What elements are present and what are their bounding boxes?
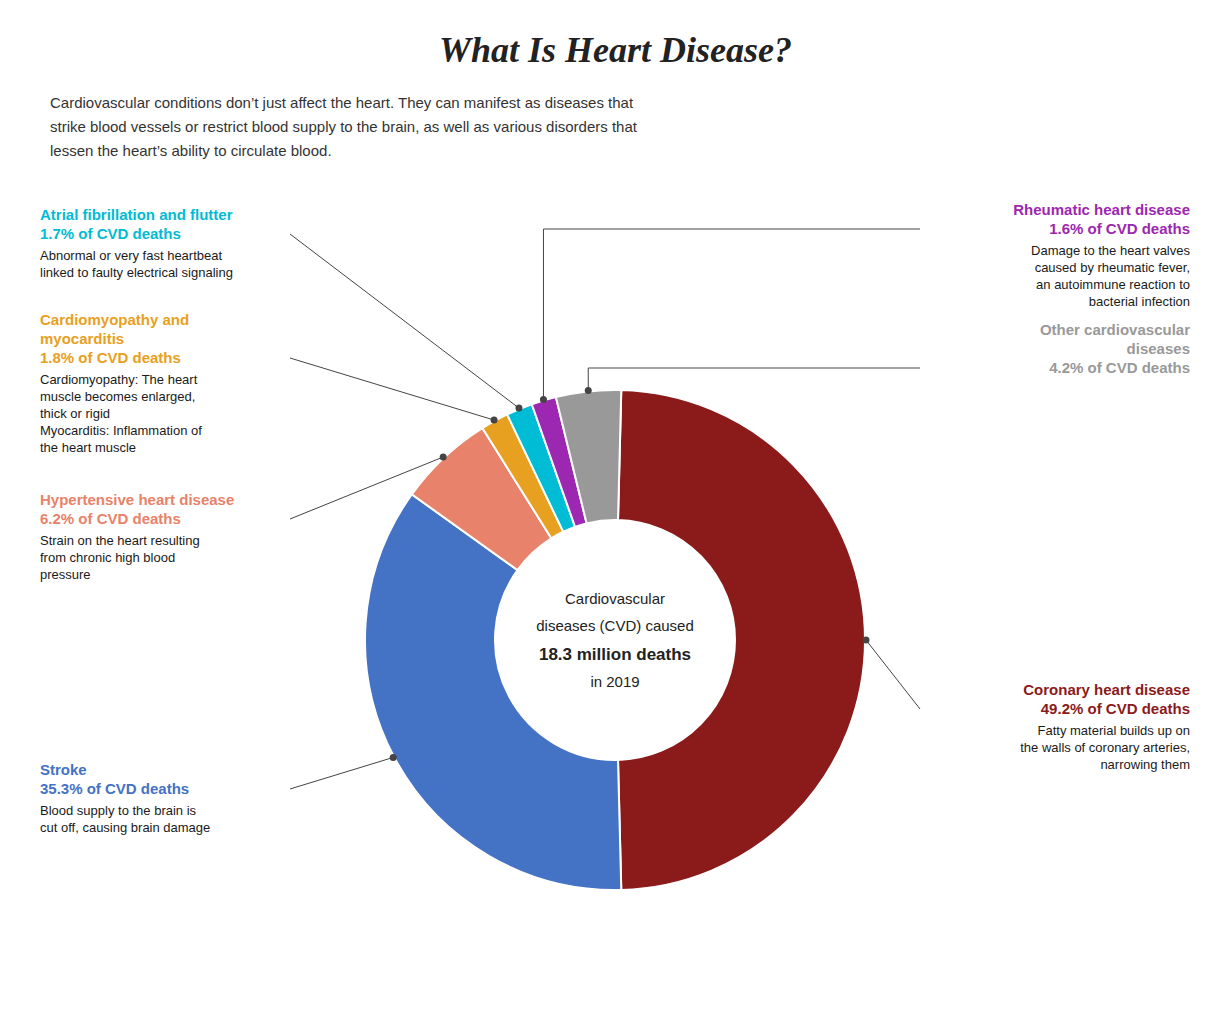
annotation-line: pressure (40, 567, 91, 582)
leader-line (543, 229, 920, 399)
annotation-line: Damage to the heart valves (1031, 243, 1190, 258)
annotation-line: the heart muscle (40, 440, 136, 455)
leader-dot (863, 637, 870, 644)
data-label: 4.2% of CVD deaths (1049, 359, 1190, 376)
annotation-text: Damage to the heart valves caused by rheu… (1031, 243, 1190, 309)
annotation-line: bacterial infection (1089, 294, 1190, 309)
leader-dot (390, 754, 397, 761)
annotation-line: Blood supply to the brain is (40, 803, 197, 818)
annotation-title: Other cardiovascular diseases (1040, 321, 1190, 357)
leader-dot (515, 405, 522, 412)
annotation-title-line: Atrial fibrillation and flutter (40, 206, 233, 223)
annotation-line: linked to faulty electrical signaling (40, 265, 233, 280)
annotation-title-line: Cardiomyopathy and (40, 311, 189, 328)
annotation-line: cut off, causing brain damage (40, 820, 210, 835)
annotation-title-line: Stroke (40, 761, 87, 778)
annotation-title-line: Other cardiovascular (1040, 321, 1190, 338)
annotation-line: Cardiomyopathy: The heart (40, 372, 198, 387)
donut (365, 390, 865, 890)
annotation-line: caused by rheumatic fever, (1035, 260, 1190, 275)
center-text: 18.3 million deaths (539, 645, 691, 664)
annotation-line: Fatty material builds up on (1038, 723, 1190, 738)
annotation-title: Atrial fibrillation and flutter (40, 206, 233, 223)
leader-line (290, 358, 494, 420)
slice (556, 390, 621, 523)
leader-dot (585, 387, 592, 394)
annotation-line: Myocarditis: Inflammation of (40, 423, 202, 438)
annotation-title: Stroke (40, 761, 87, 778)
annotations: Coronary heart disease 49.2% of CVD death… (40, 201, 1190, 835)
center-text: diseases (CVD) caused (536, 617, 694, 634)
leader-dot (491, 417, 498, 424)
data-label: 1.8% of CVD deaths (40, 349, 181, 366)
annotation-title: Cardiomyopathy and myocarditis (40, 311, 189, 347)
annotation-text: Strain on the heart resulting from chroni… (40, 533, 200, 582)
data-label: 1.7% of CVD deaths (40, 225, 181, 242)
chart: What Is Heart Disease? Cardiovascular con… (0, 0, 1231, 1030)
subtitle-line: strike blood vessels or restrict blood s… (50, 118, 638, 135)
annotation-text: Blood supply to the brain is cut off, cau… (40, 803, 210, 835)
annotation-line: an autoimmune reaction to (1036, 277, 1190, 292)
annotation-line: the walls of coronary arteries, (1020, 740, 1190, 755)
annotation-line: Abnormal or very fast heartbeat (40, 248, 222, 263)
leader-line (290, 757, 393, 789)
annotation-title-line: Coronary heart disease (1023, 681, 1190, 698)
center-text: in 2019 (590, 673, 639, 690)
data-label: 49.2% of CVD deaths (1041, 700, 1190, 717)
annotation-line: narrowing them (1100, 757, 1190, 772)
annotation-title-line: Rheumatic heart disease (1013, 201, 1190, 218)
data-label: 1.6% of CVD deaths (1049, 220, 1190, 237)
annotation-line: Strain on the heart resulting (40, 533, 200, 548)
annotation-text: Fatty material builds up on the walls of … (1020, 723, 1190, 772)
annotation-line: thick or rigid (40, 406, 110, 421)
title: What Is Heart Disease? (439, 30, 792, 70)
leader-line (290, 457, 443, 519)
leader-dot (440, 454, 447, 461)
data-label: 35.3% of CVD deaths (40, 780, 189, 797)
annotation-title: Rheumatic heart disease (1013, 201, 1190, 218)
leader-line (290, 234, 519, 408)
annotation-title-line: myocarditis (40, 330, 124, 347)
annotation-title: Hypertensive heart disease (40, 491, 234, 508)
annotation-title: Coronary heart disease (1023, 681, 1190, 698)
annotation-text: Abnormal or very fast heartbeat linked to… (40, 248, 233, 280)
data-label: 6.2% of CVD deaths (40, 510, 181, 527)
annotation-line: muscle becomes enlarged, (40, 389, 195, 404)
subtitle-line: Cardiovascular conditions don’t just aff… (50, 94, 634, 111)
slice (618, 390, 865, 890)
annotation-line: from chronic high blood (40, 550, 175, 565)
leader-dot (540, 396, 547, 403)
center-text: Cardiovascular (565, 590, 665, 607)
annotation-title-line: Hypertensive heart disease (40, 491, 234, 508)
leader-line (588, 368, 920, 390)
subtitle-line: lessen the heart’s ability to circulate … (50, 142, 332, 159)
subtitle: Cardiovascular conditions don’t just aff… (50, 94, 638, 159)
leader-line (866, 640, 920, 709)
annotation-text: Cardiomyopathy: The heart muscle becomes … (40, 372, 202, 455)
annotation-title-line: diseases (1127, 340, 1190, 357)
